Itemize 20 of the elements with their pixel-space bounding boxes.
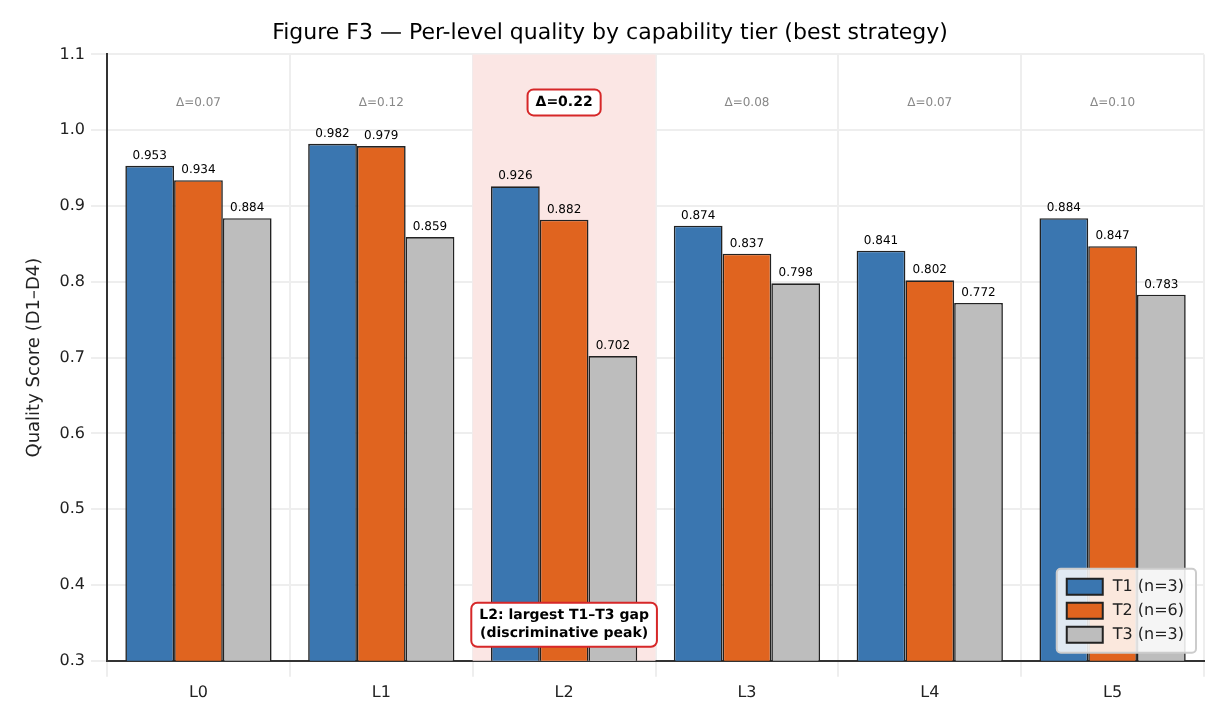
x-tick-label: L5 bbox=[1103, 682, 1123, 701]
x-tick-label: L3 bbox=[737, 682, 757, 701]
x-tick-label: L2 bbox=[554, 682, 574, 701]
y-tick-label: 0.7 bbox=[59, 347, 86, 366]
y-tick-label: 0.8 bbox=[59, 271, 86, 290]
y-axis-title: Quality Score (D1–D4) bbox=[25, 257, 46, 458]
legend-label: T1 (n=3) bbox=[1110, 576, 1184, 595]
y-tick-label: 0.5 bbox=[59, 499, 86, 518]
y-tick-label: 0.6 bbox=[59, 423, 86, 442]
x-tick-label: L0 bbox=[188, 682, 209, 701]
y-tick-label: 1.0 bbox=[59, 120, 86, 139]
y-tick-label: 0.3 bbox=[59, 650, 86, 669]
y-tick-label: 0.4 bbox=[59, 575, 86, 594]
legend-label: T2 (n=6) bbox=[1110, 600, 1184, 619]
x-tick-label: L1 bbox=[371, 682, 391, 701]
x-tick-label: L4 bbox=[920, 682, 940, 701]
y-tick-label: 0.9 bbox=[59, 196, 86, 215]
legend-label: T3 (n=3) bbox=[1110, 624, 1184, 643]
chart-title: Figure F3 — Per-level quality by capability tier (best strategy) bbox=[272, 18, 948, 45]
y-tick-label: 1.1 bbox=[59, 44, 86, 63]
